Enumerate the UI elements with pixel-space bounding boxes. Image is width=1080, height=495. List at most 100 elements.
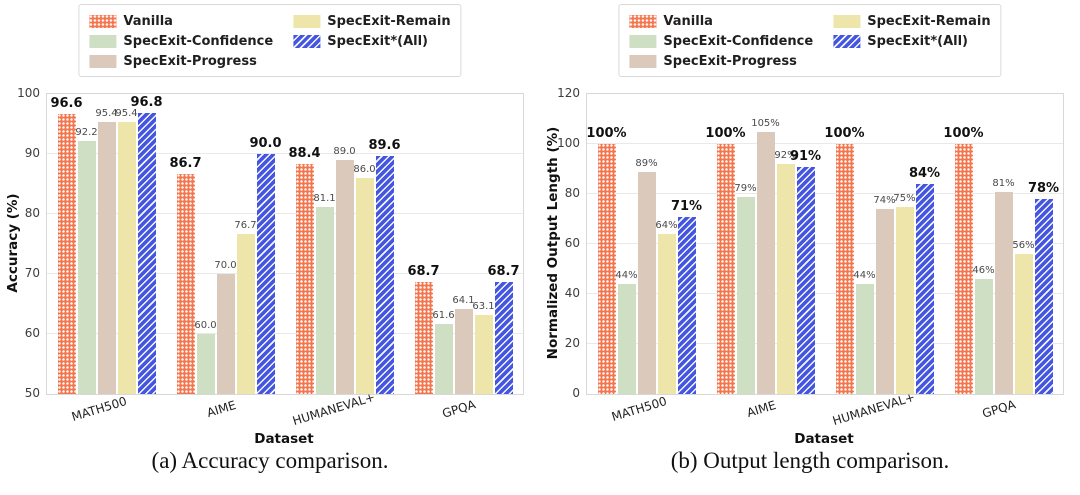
plot-area: 100% 44% 89% 64% 71% 100% 79% 105% 92% 91% 100% 44%… [586, 93, 1064, 395]
bar [375, 156, 394, 394]
bar-value-label: 86.7 [169, 155, 202, 171]
bar-value-label: 46% [972, 265, 995, 276]
bar-value-label: 74% [873, 195, 896, 206]
bar [637, 171, 656, 394]
y-tick-label: 120 [557, 86, 580, 100]
y-tick-label: 90 [24, 146, 40, 160]
bar-value-label: 78% [1027, 181, 1060, 196]
bar [355, 178, 374, 394]
bar [756, 131, 775, 394]
bar [915, 184, 934, 394]
legend-swatch-icon [629, 34, 657, 48]
bar-value-label: 79% [734, 182, 757, 194]
bar-value-label: 96.8 [130, 95, 163, 111]
bar-value-label: 68.7 [407, 263, 440, 279]
gridline [47, 333, 523, 334]
subfigure-caption: (b) Output length comparison. [670, 448, 950, 473]
bar-value-label: 86.0 [353, 164, 376, 175]
bar-value-label: 92% [774, 150, 797, 161]
legend-item: SpecExit-Confidence [629, 31, 813, 51]
x-tick-label: HUMANEVAL+ [830, 389, 917, 429]
gridline [47, 153, 523, 154]
legend-item: SpecExit*(All) [833, 31, 990, 51]
legend-swatch-icon [833, 14, 861, 28]
bar [716, 144, 735, 394]
x-tick-label: GPQA [979, 397, 1017, 421]
bar-value-label: 44% [615, 270, 638, 281]
bar-value-label: 81% [992, 177, 1015, 189]
bar-value-label: 88.4 [288, 145, 321, 161]
bar-value-label: 64.1 [452, 295, 475, 307]
bar [176, 173, 195, 394]
y-tick-label: 80 [24, 206, 40, 220]
gridline [587, 243, 1063, 244]
bar-value-label: 44% [853, 270, 876, 281]
y-tick-label: 100 [17, 86, 40, 100]
bar-value-label: 63.1 [472, 301, 495, 313]
bar [657, 234, 676, 394]
bar [196, 334, 215, 394]
gridline [587, 293, 1063, 294]
gridline [47, 273, 523, 274]
gridline [587, 343, 1063, 344]
bar-value-label: 105% [751, 117, 780, 129]
legend-item: SpecExit-Remain [833, 11, 991, 31]
legend-label: SpecExit-Remain [867, 13, 991, 29]
legend-item: SpecExit-Progress [89, 51, 273, 71]
gridline [587, 143, 1063, 144]
bar-value-label: 81.1 [313, 193, 336, 205]
bar-value-label: 100% [586, 126, 627, 141]
gridline [587, 193, 1063, 194]
legend: Vanilla SpecExit-Confidence SpecExit-Progr… [78, 4, 462, 77]
bar [295, 163, 314, 394]
bar [335, 160, 354, 394]
bar-value-label: 61.6 [432, 310, 455, 322]
bar [954, 144, 973, 394]
bar [776, 164, 795, 394]
legend-label: SpecExit-Confidence [663, 33, 814, 49]
y-tick-label: 20 [564, 336, 580, 350]
bar [875, 209, 894, 394]
y-tick-label: 60 [564, 236, 580, 250]
y-tick-label: 50 [24, 386, 40, 400]
legend-swatch-icon [629, 14, 657, 28]
x-tick-label: GPQA [439, 397, 477, 421]
legend-item: SpecExit*(All) [293, 31, 450, 51]
bar [994, 191, 1013, 394]
legend-swatch-icon [293, 34, 321, 48]
bar-value-label: 60.0 [194, 320, 217, 331]
x-axis-label: Dataset [794, 431, 854, 447]
bar [474, 315, 493, 394]
bar-value-label: 71% [670, 198, 703, 214]
legend-item: SpecExit-Remain [293, 11, 451, 31]
legend-swatch-icon [629, 54, 657, 68]
bar-value-label: 100% [705, 126, 746, 141]
y-tick-label: 60 [24, 326, 40, 340]
bar-value-label: 70.0 [214, 260, 237, 271]
bar [57, 114, 76, 394]
x-tick-label: MATH500 [609, 393, 668, 425]
x-tick-label: HUMANEVAL+ [290, 389, 377, 429]
bar [315, 207, 334, 394]
plot-area: 96.6 92.2 95.4 95.4 96.8 86.7 60.0 70.0 76.7 90.0… [46, 93, 524, 395]
bar [597, 144, 616, 394]
bar [974, 279, 993, 394]
bar-value-label: 100% [943, 126, 984, 141]
bar-value-label: 89.0 [333, 146, 356, 157]
y-tick-label: 70 [24, 266, 40, 280]
legend-label: SpecExit-Remain [327, 13, 451, 29]
bar-value-label: 91% [789, 148, 822, 164]
bar [796, 166, 815, 394]
y-tick-label: 0 [572, 386, 580, 400]
legend-label: SpecExit*(All) [327, 33, 428, 49]
accuracy-chart-panel: Vanilla SpecExit-Confidence SpecExit-Progr… [5, 4, 524, 473]
legend-label: Vanilla [123, 13, 173, 29]
bar [855, 284, 874, 394]
bar-value-label: 92.2 [75, 126, 98, 138]
bar [494, 281, 513, 394]
bar [736, 196, 755, 394]
bar [97, 121, 116, 394]
legend-swatch-icon [293, 14, 321, 28]
x-axis-label: Dataset [254, 431, 314, 447]
